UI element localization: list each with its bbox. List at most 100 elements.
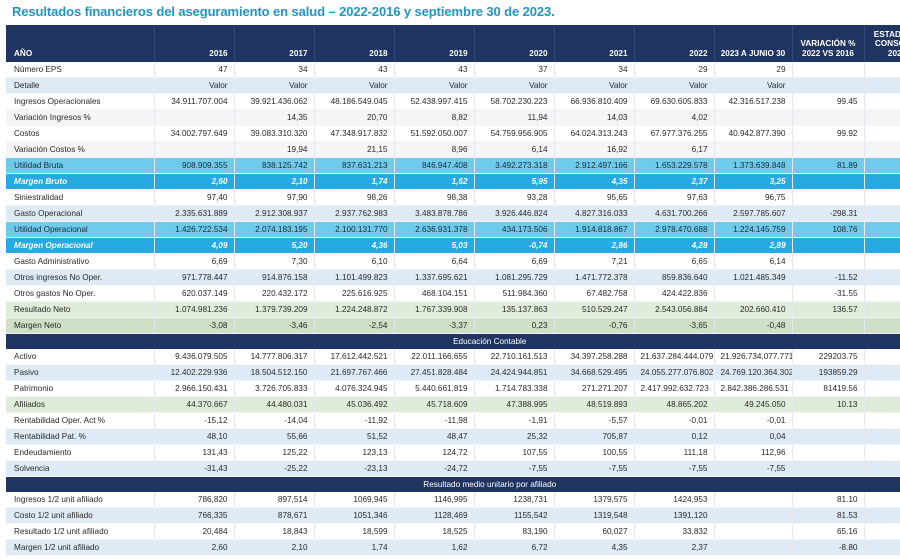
header-cell-estado-resultados: ESTADO RESULTADOS CONSOLIDADO JUNIO 2023…: [864, 25, 900, 62]
table-cell: [864, 444, 900, 461]
table-cell: 6,10: [314, 253, 395, 270]
table-cell: [792, 62, 865, 78]
table-cell: 1.224.248.872: [314, 301, 395, 318]
table-cell: 3.483.878.786: [394, 205, 475, 222]
table-cell: 1155,542: [474, 507, 555, 524]
table-cell: 4.827.316.033: [554, 205, 635, 222]
row-label: Margen 1/2 unit afiliado: [6, 539, 155, 556]
table-cell: 100,55: [554, 444, 635, 461]
table-cell: 55,66: [234, 428, 315, 445]
table-cell: 2.417.992.632.723: [634, 380, 715, 397]
table-row: Número EPS 47 34 43 43 37 34 29 29: [6, 62, 900, 78]
table-cell: 51.592.050.007: [394, 125, 475, 142]
table-cell: 20,70: [314, 109, 395, 126]
table-cell: Valor: [634, 77, 715, 94]
table-cell: [714, 285, 793, 302]
header-cell-variacion: VARIACIÓN % 2022 VS 2016: [792, 25, 865, 62]
table-cell: 4,02: [634, 109, 715, 126]
table-cell: 2.912.497.166: [554, 157, 635, 174]
table-row: Gasto Operacional 2.335.631.889 2.912.308.…: [6, 205, 900, 222]
table-cell: 1.653.229.578: [634, 157, 715, 174]
table-cell: 12.863.253.628: [864, 157, 900, 174]
table-cell: 48,10: [154, 428, 235, 445]
table-cell: 5,20: [234, 237, 315, 254]
table-cell: 43: [394, 62, 475, 78]
table-cell: 897,514: [234, 492, 315, 508]
table-cell: 40.942.877.390: [714, 125, 793, 142]
section-banner-label: Resultado medio unitario por afiliado: [6, 476, 900, 492]
table-cell: [864, 77, 900, 94]
row-label: Utilidad Bruta: [6, 157, 155, 174]
table-cell: [864, 428, 900, 445]
table-cell: 111,18: [634, 444, 715, 461]
table-cell: 4.631.700.266: [634, 205, 715, 222]
row-label: Siniestralidad: [6, 189, 155, 206]
table-cell: 81.53: [792, 507, 865, 524]
table-cell: Valor: [554, 77, 635, 94]
header-cell-2016: 2016: [154, 25, 235, 62]
table-cell: 225.616.925: [314, 285, 395, 302]
table-cell: 14,03: [554, 109, 635, 126]
table-cell: -11,92: [314, 412, 395, 429]
table-cell: 22.011.166.655: [394, 349, 475, 365]
table-row: Afiliados 44.370.667 44.480.031 45.036.492 4…: [6, 396, 900, 413]
table-cell: 2.543.056.884: [634, 301, 715, 318]
table-row: Rentabilidad Oper. Act % -15,12 -14,04 -11,…: [6, 412, 900, 429]
table-cell: -3,58: [864, 237, 900, 254]
table-cell: -15,12: [154, 412, 235, 429]
table-cell: 6,14: [474, 141, 555, 158]
table-cell: 1.373.639.848: [714, 157, 793, 174]
table-cell: -14,04: [234, 412, 315, 429]
table-cell: 7,30: [234, 253, 315, 270]
table-cell: 44.480.031: [234, 396, 315, 413]
table-cell: 859.836.640: [634, 269, 715, 286]
table-cell: 1146,995: [394, 492, 475, 508]
row-label: Ingresos 1/2 unit afiliado: [6, 492, 155, 508]
table-cell: 14,35: [234, 109, 315, 126]
table-cell: [864, 364, 900, 381]
table-cell: 6,69: [154, 253, 235, 270]
table-cell: Valor: [314, 77, 395, 94]
table-cell: 29: [714, 62, 793, 78]
table-row: Costo 1/2 unit afiliado 766,335 878,671 105…: [6, 507, 900, 524]
table-cell: [714, 109, 793, 126]
table-cell: 108.76: [792, 221, 865, 238]
table-cell: [792, 412, 865, 429]
table-cell: 510.529.247: [554, 301, 635, 318]
table-cell: 11,94: [474, 109, 555, 126]
table-cell: 8.567.417.903: [864, 301, 900, 318]
table-cell: 5,03: [394, 237, 475, 254]
page-title: Resultados financieros del aseguramiento…: [12, 4, 555, 19]
table-cell: 2,37: [634, 539, 715, 556]
table-cell: 131,43: [154, 444, 235, 461]
table-cell: -8.80: [792, 539, 865, 556]
table-cell: 99.92: [792, 125, 865, 142]
table-cell: 29: [634, 62, 715, 78]
table-cell: 6,65: [634, 253, 715, 270]
table-cell: 18.504.512.150: [234, 364, 315, 381]
table-cell: 914.876.158: [234, 269, 315, 286]
table-cell: 17.612.442.521: [314, 349, 395, 365]
table-cell: 9.436.079.505: [154, 349, 235, 365]
table-cell: [864, 460, 900, 477]
table-cell: 45.036.492: [314, 396, 395, 413]
table-cell: 27.451.828.484: [394, 364, 475, 381]
row-label: Margen Neto: [6, 317, 155, 334]
table-cell: 3,25: [714, 173, 793, 190]
table-cell: 1.426.722.534: [154, 221, 235, 238]
table-cell: 4.076.324.945: [314, 380, 395, 397]
table-cell: [864, 189, 900, 206]
row-label: Margen Bruto: [6, 173, 155, 190]
table-cell: 97,40: [154, 189, 235, 206]
table-cell: 97,90: [234, 189, 315, 206]
table-cell: 23,98: [864, 173, 900, 190]
header-cell-2021: 2021: [554, 25, 635, 62]
table-cell: 136.57: [792, 301, 865, 318]
row-label: Resultado 1/2 unit afiliado: [6, 523, 155, 540]
table-cell: 45.718.609: [394, 396, 475, 413]
table-cell: 1.767.339.908: [394, 301, 475, 318]
table-cell: 107,55: [474, 444, 555, 461]
table-cell: 2.978.470.688: [634, 221, 715, 238]
table-cell: Valor: [154, 77, 235, 94]
table-cell: 2.335.631.889: [154, 205, 235, 222]
